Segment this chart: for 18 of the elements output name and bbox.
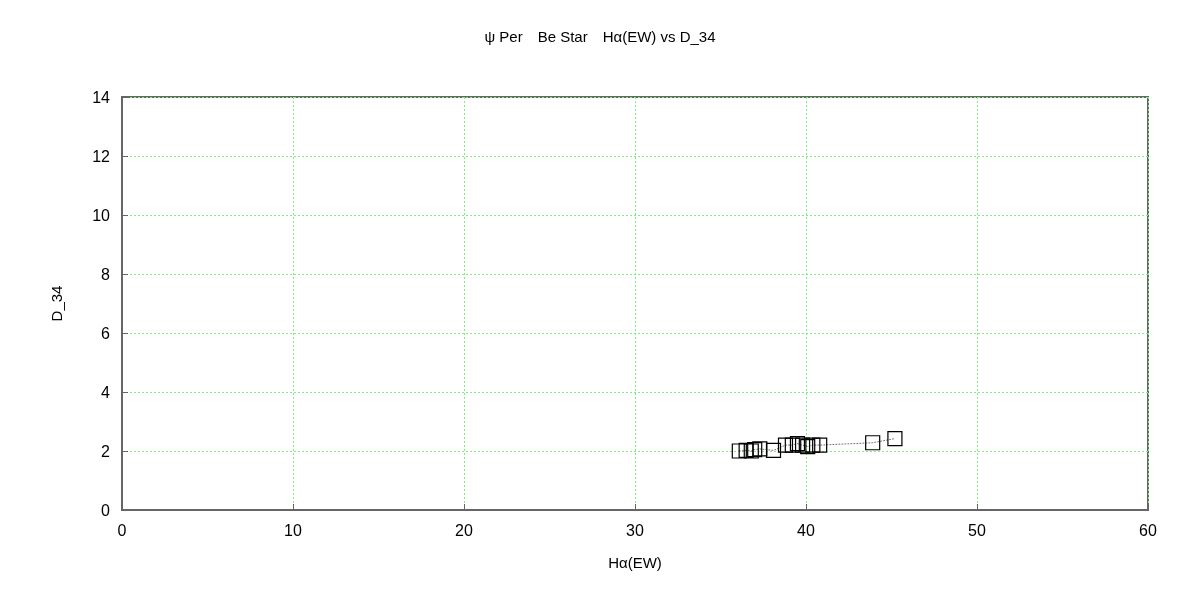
y-axis-title: D_34 [48, 285, 65, 322]
x-tick-label: 40 [797, 521, 815, 539]
x-tick-label: 60 [1139, 521, 1157, 539]
y-tick-label: 14 [92, 88, 111, 106]
x-tick-label: 20 [455, 521, 473, 539]
x-tick-label: 10 [284, 521, 302, 539]
x-tick-label: 50 [968, 521, 986, 539]
y-tick-label: 6 [101, 324, 111, 342]
x-tick-label: 30 [626, 521, 644, 539]
x-axis-title: Hα(EW) [608, 554, 662, 571]
y-tick-label: 4 [101, 383, 111, 401]
y-tick-label: 8 [101, 265, 111, 283]
x-tick-label: 0 [117, 521, 127, 539]
y-tick-label: 2 [101, 442, 111, 460]
chart-title: ψ Per Be Star Hα(EW) vs D_34 [484, 28, 716, 45]
y-tick-label: 10 [92, 206, 111, 224]
y-tick-label: 12 [92, 147, 111, 165]
y-tick-label: 0 [101, 501, 111, 519]
